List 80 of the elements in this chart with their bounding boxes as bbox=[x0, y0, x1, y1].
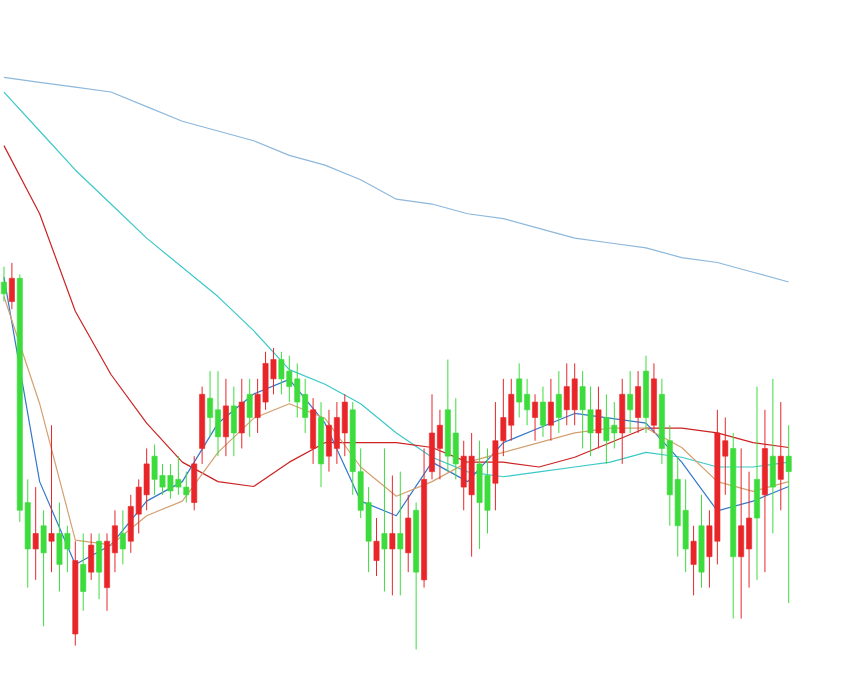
candlestick bbox=[738, 447, 745, 620]
candlestick bbox=[508, 378, 515, 442]
candlestick bbox=[341, 393, 348, 457]
candlestick bbox=[175, 455, 182, 496]
candlestick bbox=[159, 463, 166, 496]
candlestick bbox=[8, 262, 15, 310]
candlestick bbox=[643, 355, 649, 434]
candlestick bbox=[492, 401, 499, 511]
candlestick bbox=[302, 378, 309, 434]
candlestick bbox=[373, 517, 380, 577]
candlestick bbox=[143, 447, 150, 511]
candlestick bbox=[127, 494, 134, 554]
candlestick bbox=[437, 409, 443, 480]
candlestick bbox=[80, 532, 87, 612]
candlestick bbox=[690, 525, 697, 596]
candlestick bbox=[119, 509, 126, 565]
candlestick bbox=[452, 397, 459, 480]
candlestick bbox=[444, 359, 451, 473]
candlestick bbox=[611, 401, 618, 449]
candlestick bbox=[563, 362, 570, 426]
candlestick bbox=[1, 266, 7, 303]
candlestick bbox=[207, 370, 213, 438]
candlestick bbox=[547, 378, 554, 442]
candlestick bbox=[682, 478, 689, 573]
candlestick bbox=[405, 494, 412, 573]
candlestick bbox=[397, 471, 404, 596]
candlestick bbox=[32, 486, 39, 581]
candlestick bbox=[603, 393, 610, 465]
candlestick bbox=[571, 362, 578, 426]
candlestick bbox=[191, 455, 198, 511]
candlestick bbox=[96, 532, 102, 600]
candlestick bbox=[555, 370, 562, 434]
candlestick bbox=[40, 509, 47, 627]
candlestick bbox=[389, 475, 396, 596]
candlestick bbox=[698, 494, 705, 589]
candlestick bbox=[167, 463, 174, 500]
candlestick bbox=[476, 440, 483, 550]
candlestick bbox=[746, 471, 752, 589]
candlestick bbox=[262, 351, 269, 411]
candlestick bbox=[215, 370, 221, 457]
candlestick bbox=[333, 401, 340, 465]
candlestick bbox=[230, 386, 237, 457]
candlestick bbox=[64, 525, 71, 573]
candlestick bbox=[286, 355, 293, 403]
candlestick bbox=[278, 351, 285, 395]
candlestick bbox=[326, 409, 332, 473]
candlestick bbox=[381, 447, 388, 592]
candlestick bbox=[579, 370, 586, 449]
candlestick bbox=[151, 444, 158, 496]
candlestick bbox=[635, 370, 642, 434]
candlestick bbox=[595, 386, 602, 449]
candlestick bbox=[222, 378, 229, 457]
candlestick bbox=[294, 362, 301, 419]
candlestick bbox=[785, 424, 792, 604]
candlestick bbox=[516, 362, 523, 419]
candlestick bbox=[246, 378, 253, 438]
candlestick bbox=[524, 378, 531, 426]
candlestick bbox=[532, 393, 538, 442]
candlestick bbox=[183, 471, 190, 504]
candlestick bbox=[762, 409, 768, 573]
candlestick bbox=[88, 532, 95, 581]
candlestick bbox=[619, 378, 626, 465]
candlestick bbox=[777, 401, 784, 511]
candlestick bbox=[48, 424, 55, 573]
candlestick bbox=[56, 502, 63, 592]
candlestick bbox=[310, 397, 317, 465]
candlestick bbox=[754, 386, 760, 581]
candlestick bbox=[460, 440, 467, 511]
candlestick bbox=[627, 370, 634, 434]
candlestick bbox=[484, 447, 491, 534]
candlestick bbox=[104, 532, 110, 612]
candlestick bbox=[651, 362, 657, 434]
candlestick bbox=[587, 386, 594, 457]
candlestick bbox=[238, 378, 245, 449]
candlestick bbox=[429, 393, 435, 480]
candlestick bbox=[769, 378, 776, 534]
candlestick bbox=[540, 386, 546, 438]
candlestick bbox=[270, 347, 277, 395]
candlestick bbox=[468, 432, 475, 558]
candlestick bbox=[318, 401, 324, 488]
